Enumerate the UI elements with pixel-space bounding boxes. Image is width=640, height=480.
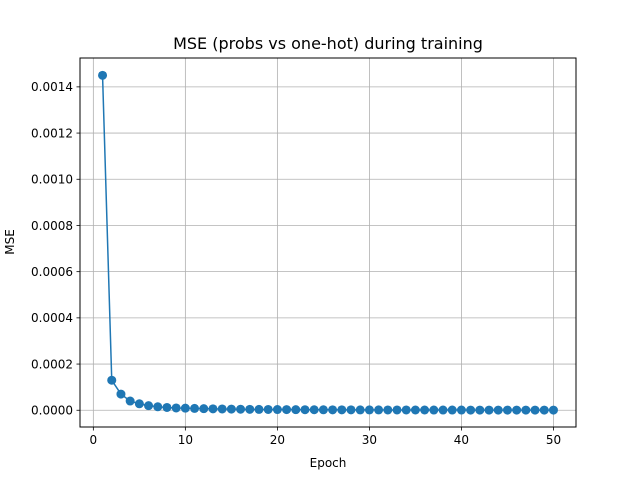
x-tick-label: 0 bbox=[90, 433, 98, 447]
data-point bbox=[245, 404, 255, 414]
x-tick-label: 50 bbox=[546, 433, 561, 447]
data-point bbox=[116, 389, 126, 399]
y-tick-label: 0.0004 bbox=[31, 311, 73, 325]
data-point bbox=[392, 405, 402, 415]
y-tick-label: 0.0014 bbox=[31, 80, 73, 94]
data-point bbox=[171, 403, 181, 413]
data-point bbox=[263, 404, 273, 414]
data-point bbox=[291, 405, 301, 415]
data-point bbox=[466, 405, 476, 415]
data-point bbox=[162, 402, 172, 412]
data-point bbox=[401, 405, 411, 415]
y-tick-label: 0.0006 bbox=[31, 265, 73, 279]
data-point bbox=[420, 405, 430, 415]
x-tick-label: 10 bbox=[178, 433, 193, 447]
y-tick-label: 0.0002 bbox=[31, 357, 73, 371]
y-tick-label: 0.0000 bbox=[31, 404, 73, 418]
data-point bbox=[383, 405, 393, 415]
data-point bbox=[475, 405, 485, 415]
data-point bbox=[355, 405, 365, 415]
data-point bbox=[484, 405, 494, 415]
y-tick-label: 0.0010 bbox=[31, 173, 73, 187]
chart-title: MSE (probs vs one-hot) during training bbox=[173, 34, 483, 53]
x-axis-label: Epoch bbox=[310, 456, 347, 470]
plot-series bbox=[98, 70, 558, 415]
data-point bbox=[539, 405, 549, 415]
data-point bbox=[226, 404, 236, 414]
data-point bbox=[98, 70, 108, 80]
data-point bbox=[254, 404, 264, 414]
data-point bbox=[328, 405, 338, 415]
data-point bbox=[125, 396, 135, 406]
data-point bbox=[530, 405, 540, 415]
grid-lines bbox=[80, 58, 576, 427]
data-point bbox=[456, 405, 466, 415]
x-tick-label: 30 bbox=[362, 433, 377, 447]
data-point bbox=[208, 404, 218, 414]
data-point bbox=[548, 405, 558, 415]
data-point bbox=[190, 403, 200, 413]
data-point bbox=[272, 405, 282, 415]
axes-frame bbox=[79, 57, 577, 428]
data-point bbox=[134, 399, 144, 409]
data-point bbox=[153, 402, 163, 412]
data-point bbox=[217, 404, 227, 414]
axis-ticks: 0 10 20 30 40 50 0.0000 0.0002 0.0004 0.0006 0.000… bbox=[31, 80, 561, 447]
data-point bbox=[318, 405, 328, 415]
data-point bbox=[309, 405, 319, 415]
data-point bbox=[337, 405, 347, 415]
data-point bbox=[447, 405, 457, 415]
data-point bbox=[410, 405, 420, 415]
data-point bbox=[144, 401, 154, 411]
data-point bbox=[438, 405, 448, 415]
data-point bbox=[374, 405, 384, 415]
y-axis-label: MSE bbox=[3, 229, 17, 255]
data-point bbox=[502, 405, 512, 415]
data-point bbox=[493, 405, 503, 415]
data-point bbox=[346, 405, 356, 415]
data-point bbox=[300, 405, 310, 415]
x-tick-label: 40 bbox=[454, 433, 469, 447]
x-tick-label: 20 bbox=[270, 433, 285, 447]
y-tick-label: 0.0012 bbox=[31, 126, 73, 140]
data-point bbox=[236, 404, 246, 414]
data-point bbox=[180, 403, 190, 413]
y-tick-label: 0.0008 bbox=[31, 219, 73, 233]
data-point bbox=[512, 405, 522, 415]
data-point bbox=[107, 375, 117, 385]
data-point bbox=[521, 405, 531, 415]
data-point bbox=[282, 405, 292, 415]
data-point bbox=[429, 405, 439, 415]
data-point bbox=[364, 405, 374, 415]
data-point bbox=[199, 404, 209, 414]
